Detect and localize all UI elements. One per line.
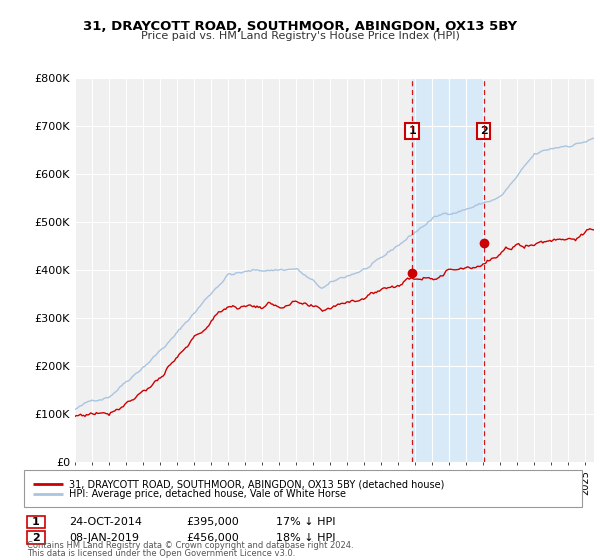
Text: 31, DRAYCOTT ROAD, SOUTHMOOR, ABINGDON, OX13 5BY (detached house): 31, DRAYCOTT ROAD, SOUTHMOOR, ABINGDON, … <box>69 479 445 489</box>
Text: 08-JAN-2019: 08-JAN-2019 <box>69 533 139 543</box>
Text: Contains HM Land Registry data © Crown copyright and database right 2024.: Contains HM Land Registry data © Crown c… <box>27 541 353 550</box>
Text: 1: 1 <box>408 126 416 136</box>
Text: 2: 2 <box>480 126 488 136</box>
Text: Price paid vs. HM Land Registry's House Price Index (HPI): Price paid vs. HM Land Registry's House … <box>140 31 460 41</box>
Text: 24-OCT-2014: 24-OCT-2014 <box>69 517 142 527</box>
Text: 17% ↓ HPI: 17% ↓ HPI <box>276 517 335 527</box>
Text: 31, DRAYCOTT ROAD, SOUTHMOOR, ABINGDON, OX13 5BY: 31, DRAYCOTT ROAD, SOUTHMOOR, ABINGDON, … <box>83 20 517 32</box>
Text: £456,000: £456,000 <box>186 533 239 543</box>
Text: 1: 1 <box>32 517 40 527</box>
Text: 2: 2 <box>32 533 40 543</box>
Text: £395,000: £395,000 <box>186 517 239 527</box>
Text: HPI: Average price, detached house, Vale of White Horse: HPI: Average price, detached house, Vale… <box>69 489 346 500</box>
Text: This data is licensed under the Open Government Licence v3.0.: This data is licensed under the Open Gov… <box>27 549 295 558</box>
Text: 18% ↓ HPI: 18% ↓ HPI <box>276 533 335 543</box>
Bar <box>412 78 484 462</box>
